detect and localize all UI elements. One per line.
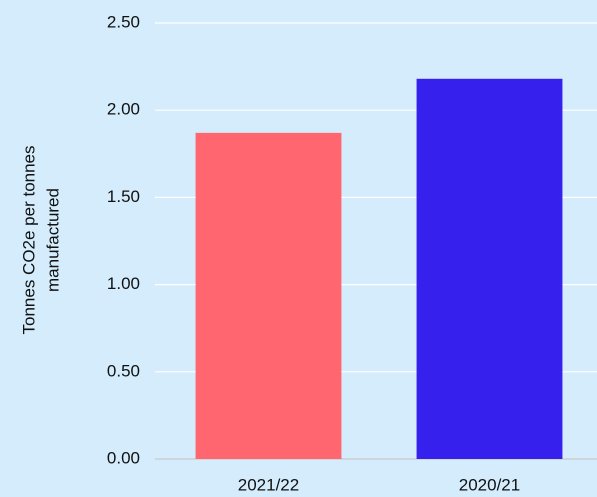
y-tick-label: 1.00: [107, 274, 140, 293]
y-axis-label: Tonnes CO2e per tonnes: [19, 145, 38, 334]
bar: [195, 132, 342, 459]
x-tick-label: 2020/21: [459, 475, 520, 494]
y-tick-label: 0.50: [107, 361, 140, 380]
x-tick-label: 2021/22: [238, 475, 299, 494]
y-tick-label: 0.00: [107, 448, 140, 467]
y-tick-label: 2.50: [107, 12, 140, 31]
y-tick-label: 1.50: [107, 187, 140, 206]
y-tick-label: 2.00: [107, 100, 140, 119]
bar: [416, 78, 563, 460]
y-axis-label: manufactured: [43, 188, 62, 292]
